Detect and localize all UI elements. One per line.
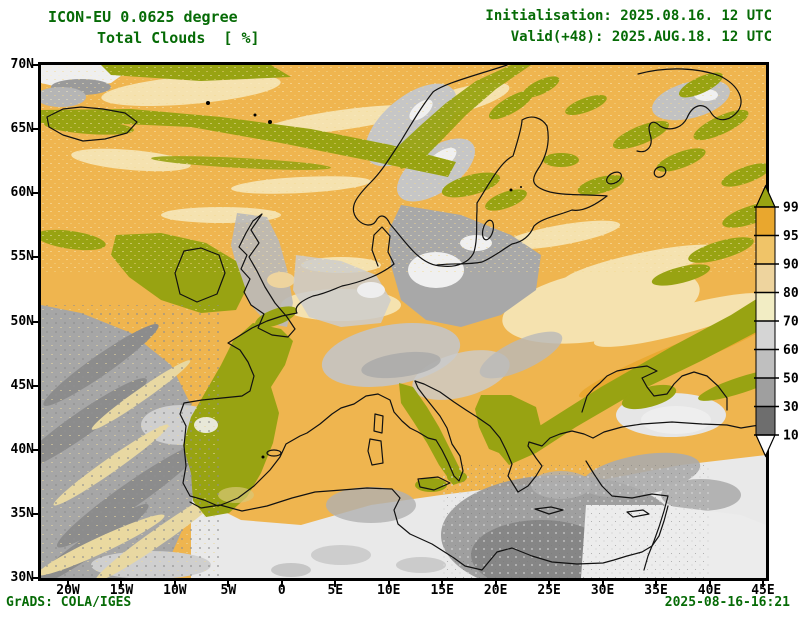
lon-tick-0 [280, 581, 283, 587]
lon-label-15E: 15E [430, 583, 454, 598]
lon-tick-15W [120, 581, 123, 587]
legend-level-10: 10 [783, 429, 799, 444]
lon-label-15W: 15W [109, 583, 134, 598]
legend-level-95: 95 [783, 229, 799, 244]
lon-tick-35E [655, 581, 658, 587]
lon-tick-25E [548, 581, 551, 587]
speckle-textures [41, 65, 766, 578]
lon-label-20W: 20W [56, 583, 80, 598]
legend-level-99.5: 99.5 [783, 201, 800, 216]
legend-level-90: 90 [783, 258, 799, 273]
lat-label-40N: 40N [10, 441, 34, 457]
lon-label-10E: 10E [377, 583, 401, 598]
lon-label-40E: 40E [697, 583, 722, 598]
legend-level-50: 50 [783, 372, 799, 387]
legend-segment-5 [755, 320, 776, 350]
lon-label-5E: 5E [327, 583, 344, 598]
lat-label-50N: 50N [10, 313, 34, 329]
cloud-field-plot [41, 65, 766, 578]
legend-segment-2 [755, 235, 776, 265]
legend-segment-1 [755, 206, 776, 236]
legend-level-70: 70 [783, 315, 799, 330]
creation-timestamp: 2025-08-16-16:21 [664, 595, 790, 610]
lat-tick-55N [32, 256, 38, 259]
lat-label-65N: 65N [10, 121, 34, 137]
lon-label-20E: 20E [483, 583, 508, 598]
lat-tick-70N [32, 64, 38, 66]
lat-tick-60N [32, 192, 38, 195]
legend-top-arrow [755, 184, 776, 208]
lon-tick-40E [708, 581, 711, 587]
lon-label-30E: 30E [590, 583, 615, 598]
legend-bottom-arrow [755, 434, 776, 458]
lon-label-0: 0 [277, 583, 286, 598]
legend-segment-7 [755, 377, 776, 407]
iberia-sand-patch [218, 487, 254, 503]
lon-label-45E: 45E [751, 583, 775, 598]
coastlines [46, 65, 766, 571]
legend-segment-8 [755, 406, 776, 436]
lon-label-10W: 10W [163, 583, 187, 598]
lon-label-25E: 25E [537, 583, 561, 598]
lat-tick-40N [32, 448, 38, 451]
lon-tick-5W [227, 581, 230, 587]
lat-tick-35N [32, 512, 38, 515]
product-title: Total Clouds [ %] [97, 29, 260, 47]
lat-label-55N: 55N [10, 249, 34, 265]
lat-tick-30N [32, 577, 38, 579]
valid-time-label: Valid(+48): 2025.AUG.18. 12 UTC [510, 29, 772, 45]
legend-level-60: 60 [783, 343, 799, 358]
lon-tick-20W [67, 581, 69, 587]
legend-level-30: 30 [783, 400, 799, 415]
colorbar-legend: 99.5 95 90 80 70 60 50 30 10 [754, 184, 800, 458]
lon-tick-45E [761, 581, 764, 587]
lon-tick-10W [173, 581, 176, 587]
central-europe-gray [321, 323, 563, 400]
lon-tick-10E [387, 581, 390, 587]
lat-label-70N: 70N [10, 57, 34, 72]
lon-tick-5E [334, 581, 337, 587]
legend-segment-4 [755, 292, 776, 322]
lon-label-5W: 5W [220, 583, 237, 598]
init-time-label: Initialisation: 2025.08.16. 12 UTC [485, 8, 772, 24]
lat-label-45N: 45N [10, 377, 34, 393]
lat-label-30N: 30N [10, 570, 34, 585]
lat-label-60N: 60N [10, 185, 34, 201]
small-islands [206, 101, 522, 459]
model-title: ICON-EU 0.0625 degree [48, 8, 238, 26]
map-canvas [38, 62, 769, 581]
lon-tick-15E [441, 581, 444, 587]
lon-label-35E: 35E [644, 583, 668, 598]
lat-tick-65N [32, 128, 38, 131]
lon-tick-20E [494, 581, 497, 587]
lat-tick-45N [32, 384, 38, 387]
legend-segment-6 [755, 349, 776, 379]
grads-credit: GrADS: COLA/IGES [6, 595, 132, 610]
lat-tick-50N [32, 320, 38, 323]
legend-segment-3 [755, 263, 776, 293]
lon-tick-30E [601, 581, 604, 587]
legend-level-80: 80 [783, 286, 799, 301]
lat-label-35N: 35N [10, 505, 34, 521]
